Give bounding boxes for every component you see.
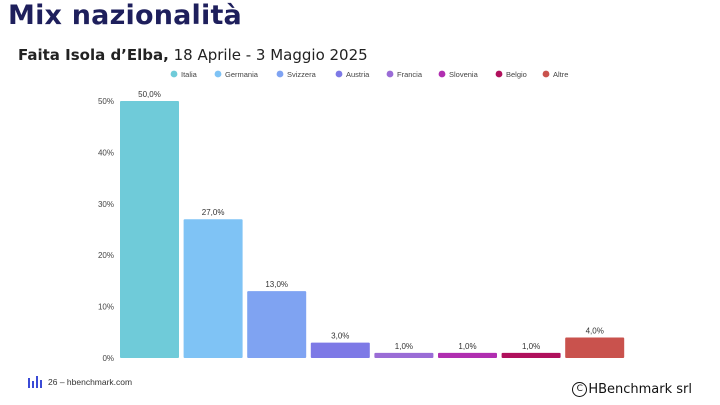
bar-value-label: 1,0% [458,342,476,351]
footer-page-label: 26 – hbenchmark.com [48,377,133,387]
page-title: Mix nazionalità [8,0,242,31]
y-tick-label: 10% [98,303,114,312]
footer-page-info: 26 – hbenchmark.com [28,376,132,388]
y-tick-label: 30% [98,200,114,209]
bar [183,219,243,358]
y-tick-label: 0% [102,354,114,363]
bar-value-label: 4,0% [586,326,604,335]
bar [120,101,179,358]
bar [374,352,434,358]
y-tick-label: 20% [98,251,114,260]
bar [247,291,307,358]
bar-logo-icon [28,376,42,388]
legend-label: Germania [225,70,259,79]
bar-value-label: 50,0% [138,90,161,99]
subtitle-location: Faita Isola d’Elba, [18,46,169,64]
legend-swatch [170,70,178,78]
bar-value-label: 1,0% [395,342,413,351]
bar-value-label: 13,0% [265,280,288,289]
legend-swatch [438,70,446,78]
legend-label: Slovenia [449,70,479,79]
legend-swatch [495,70,503,78]
legend-label: Altre [553,70,568,79]
subtitle-dates: 18 Aprile - 3 Maggio 2025 [168,46,368,64]
bar-value-label: 27,0% [202,208,225,217]
bar-value-label: 3,0% [331,332,349,341]
copyright-icon: C [572,382,588,397]
legend-label: Austria [346,70,370,79]
legend-label: Italia [181,70,198,79]
y-tick-label: 50% [98,97,114,106]
legend-swatch [214,70,222,78]
legend-swatch [335,70,343,78]
chart-subtitle: Faita Isola d’Elba, 18 Aprile - 3 Maggio… [18,46,368,64]
legend-swatch [386,70,394,78]
bar [310,342,370,358]
legend-swatch [276,70,284,78]
y-tick-label: 40% [98,148,114,157]
copyright-text: HBenchmark srl [588,382,692,397]
bar [438,352,497,358]
legend-label: Francia [397,70,423,79]
bar [501,352,561,358]
footer-copyright: C HBenchmark srl [572,382,692,397]
bar [565,337,625,358]
legend-label: Belgio [506,70,527,79]
legend-label: Svizzera [287,70,317,79]
bar-value-label: 1,0% [522,342,540,351]
legend-swatch [542,70,550,78]
